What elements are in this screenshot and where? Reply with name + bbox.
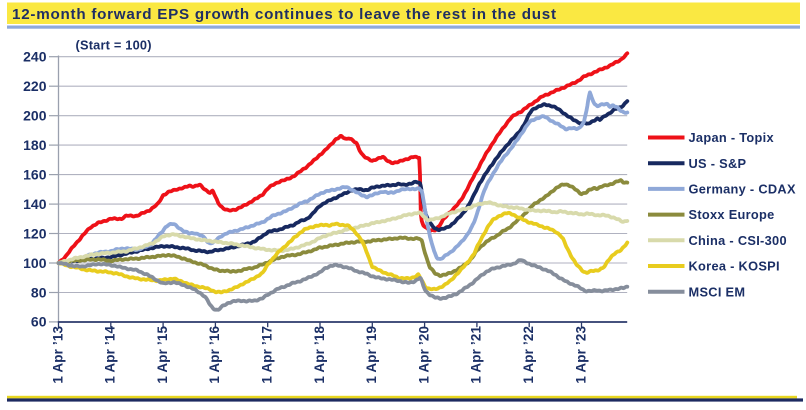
svg-text:Japan - Topix: Japan - Topix — [689, 130, 775, 145]
svg-text:Stoxx Europe: Stoxx Europe — [689, 207, 775, 222]
svg-text:100: 100 — [23, 255, 47, 271]
svg-text:US - S&P: US - S&P — [689, 156, 747, 171]
svg-text:1 Apr ’15: 1 Apr ’15 — [155, 325, 170, 383]
svg-text:80: 80 — [31, 284, 47, 300]
svg-text:160: 160 — [23, 166, 47, 182]
svg-text:1 Apr ’16: 1 Apr ’16 — [207, 326, 222, 384]
svg-text:1 Apr ’14: 1 Apr ’14 — [103, 325, 118, 383]
svg-text:1 Apr ’21: 1 Apr ’21 — [469, 325, 484, 383]
svg-text:140: 140 — [23, 196, 47, 212]
svg-text:60: 60 — [31, 314, 47, 330]
svg-text:Korea - KOSPI: Korea - KOSPI — [689, 259, 780, 274]
svg-text:1 Apr ’22: 1 Apr ’22 — [521, 326, 536, 384]
svg-text:1 Apr ’17: 1 Apr ’17 — [260, 326, 275, 384]
svg-text:MSCI EM: MSCI EM — [689, 284, 746, 299]
svg-text:120: 120 — [23, 225, 47, 241]
svg-text:1 Apr ’23: 1 Apr ’23 — [573, 326, 588, 384]
svg-text:1 Apr ’19: 1 Apr ’19 — [364, 326, 379, 384]
svg-text:1 Apr ’20: 1 Apr ’20 — [416, 326, 431, 384]
svg-text:Germany - CDAX: Germany - CDAX — [689, 182, 796, 197]
svg-text:1 Apr ’18: 1 Apr ’18 — [312, 325, 327, 383]
svg-text:(Start = 100): (Start = 100) — [76, 38, 152, 53]
svg-text:240: 240 — [23, 49, 47, 65]
svg-text:12-month forward EPS growth co: 12-month forward EPS growth continues to… — [12, 6, 557, 23]
svg-text:220: 220 — [23, 78, 47, 94]
svg-text:1 Apr ’13: 1 Apr ’13 — [50, 326, 65, 384]
svg-text:China - CSI-300: China - CSI-300 — [689, 233, 787, 248]
svg-text:180: 180 — [23, 137, 47, 153]
svg-text:200: 200 — [23, 108, 47, 124]
